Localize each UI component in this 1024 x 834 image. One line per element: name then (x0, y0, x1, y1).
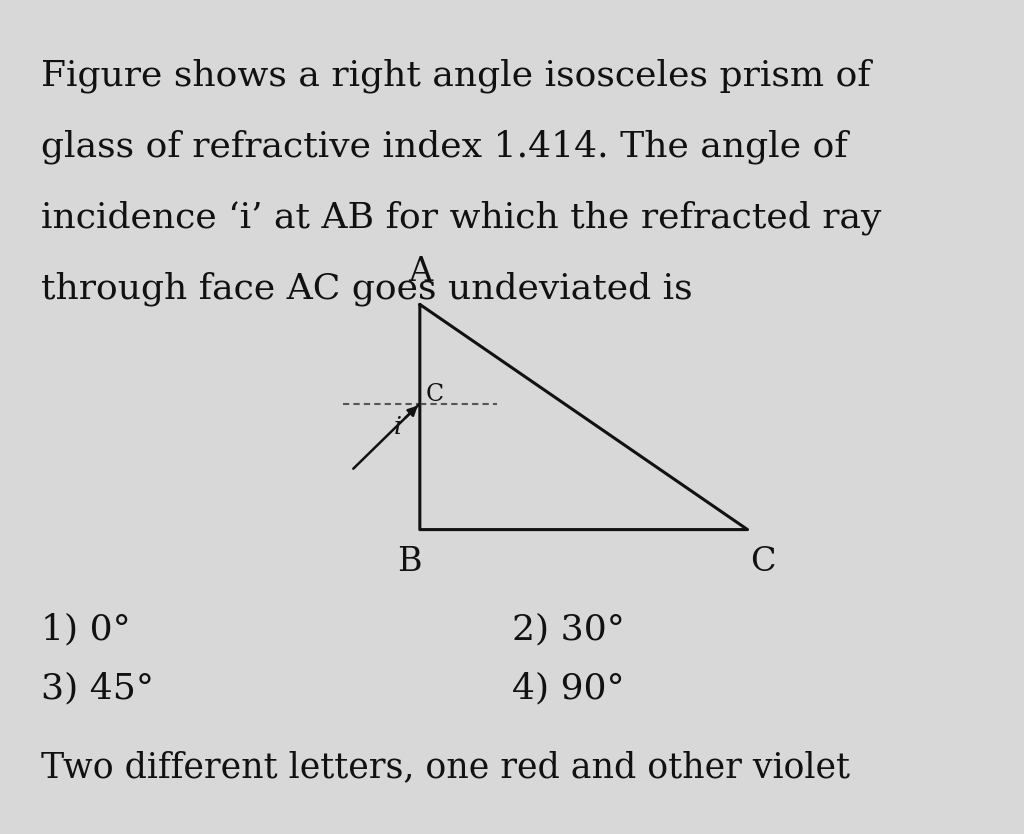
Text: 1) 0°: 1) 0° (41, 613, 131, 646)
Text: B: B (397, 546, 422, 578)
Text: C: C (426, 383, 444, 406)
Text: Figure shows a right angle isosceles prism of: Figure shows a right angle isosceles pri… (41, 58, 870, 93)
Text: 3) 45°: 3) 45° (41, 671, 154, 705)
Text: 4) 90°: 4) 90° (512, 671, 625, 705)
Text: C: C (751, 546, 775, 578)
Text: 2) 30°: 2) 30° (512, 613, 625, 646)
Text: glass of refractive index 1.414. The angle of: glass of refractive index 1.414. The ang… (41, 129, 848, 163)
Text: through face AC goes undeviated is: through face AC goes undeviated is (41, 271, 692, 305)
Text: Two different letters, one red and other violet: Two different letters, one red and other… (41, 750, 850, 784)
Text: i: i (393, 415, 401, 439)
Text: incidence ‘i’ at AB for which the refracted ray: incidence ‘i’ at AB for which the refrac… (41, 200, 882, 234)
Text: A: A (408, 256, 432, 288)
